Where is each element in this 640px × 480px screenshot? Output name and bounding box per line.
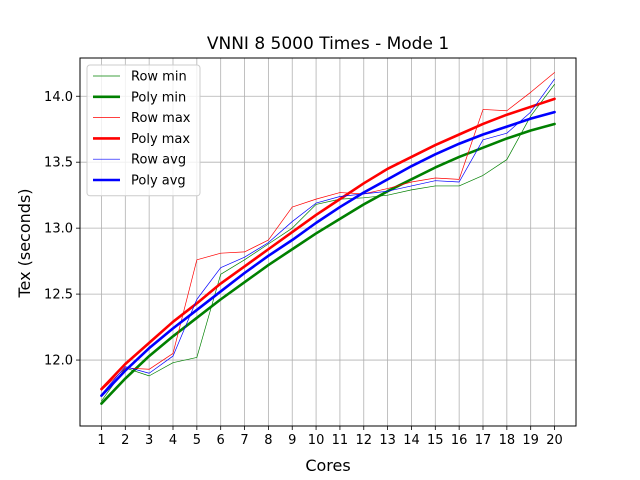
series-line-row-max: [101, 72, 555, 391]
legend-label-poly-avg: Poly avg: [131, 174, 186, 189]
x-tick-label: 8: [264, 433, 272, 448]
x-tick-label: 2: [121, 433, 129, 448]
legend-label-row-max: Row max: [131, 111, 191, 126]
x-tick-label: 9: [288, 433, 296, 448]
y-ticks: 12.0 12.5 13.0 13.5 14.0: [44, 90, 80, 369]
x-tick-label: 7: [240, 433, 248, 448]
x-tick-label: 14: [403, 433, 420, 448]
series-line-row-min: [101, 84, 555, 402]
x-tick-label: 6: [217, 433, 225, 448]
legend: Row min Poly min Row max Poly max Row avg Pol…: [86, 64, 201, 197]
legend-label-poly-min: Poly min: [131, 90, 186, 105]
y-tick-label: 12.0: [44, 354, 73, 369]
legend-label-poly-max: Poly max: [131, 132, 190, 147]
x-ticks: 1 2 3 4 5 6 7 8 9 10 11 12 13 14 15 16 17 18 19 20: [97, 426, 563, 448]
series-group: [100, 72, 556, 405]
x-tick-label: 19: [522, 433, 539, 448]
y-tick-label: 13.0: [44, 222, 73, 237]
legend-label-row-min: Row min: [131, 70, 187, 85]
x-tick-label: 5: [193, 433, 201, 448]
plot-frame: [79, 57, 577, 427]
x-tick-label: 11: [332, 433, 349, 448]
series-line-poly-max: [100, 97, 556, 391]
x-tick-label: 3: [145, 433, 153, 448]
x-tick-label: 13: [379, 433, 396, 448]
x-tick-label: 15: [427, 433, 444, 448]
legend-label-row-avg: Row avg: [131, 153, 186, 168]
x-tick-label: 1: [97, 433, 105, 448]
x-tick-label: 10: [308, 433, 325, 448]
x-axis-label: Cores: [305, 456, 350, 475]
y-tick-label: 12.5: [44, 288, 73, 303]
x-tick-label: 4: [169, 433, 177, 448]
y-tick-label: 14.0: [44, 90, 73, 105]
x-tick-label: 16: [451, 433, 468, 448]
x-tick-label: 12: [355, 433, 372, 448]
x-tick-label: 18: [499, 433, 516, 448]
chart-title: VNNI 8 5000 Times - Mode 1: [207, 34, 449, 54]
series-line-poly-min: [100, 122, 556, 405]
y-axis-label: Tex (seconds): [15, 188, 34, 298]
series-line-row-avg: [101, 78, 555, 395]
series-line-poly-avg: [100, 110, 556, 397]
y-tick-label: 13.5: [44, 156, 73, 171]
x-tick-label: 17: [475, 433, 492, 448]
x-tick-label: 20: [546, 433, 563, 448]
